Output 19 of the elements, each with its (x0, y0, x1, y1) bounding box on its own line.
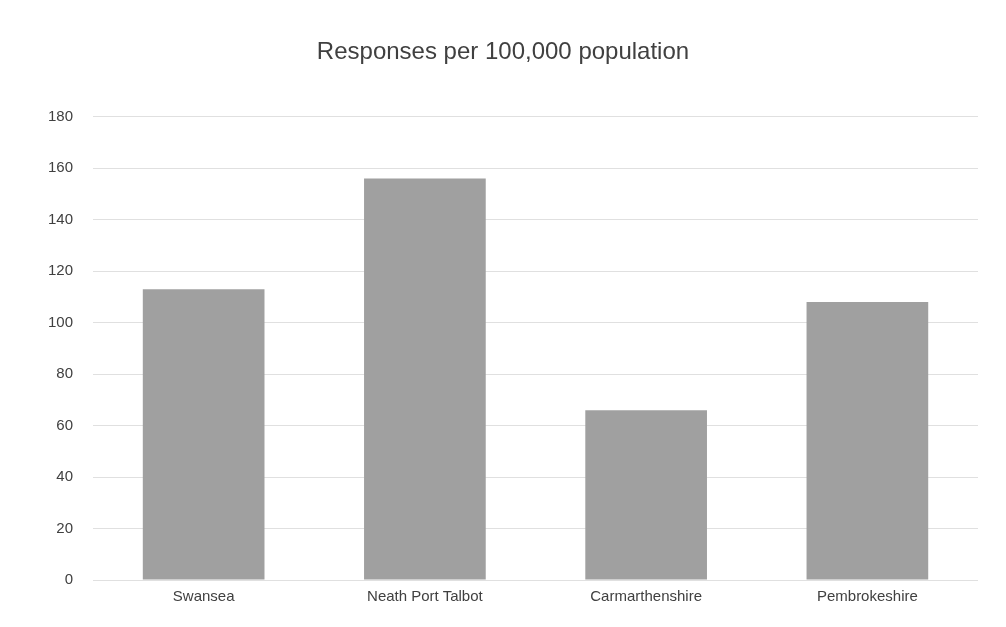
y-tick-label: 180 (48, 106, 74, 124)
y-tick-label: 60 (56, 415, 74, 433)
y-tick-label: 140 (48, 209, 74, 227)
y-tick-label: 20 (56, 518, 74, 536)
chart-title: Responses per 100,000 population (316, 37, 690, 65)
y-tick-label: 80 (56, 364, 74, 382)
y-tick-label: 0 (64, 570, 74, 588)
bar (585, 410, 707, 580)
x-tick-label: Swansea (172, 587, 236, 605)
bar (364, 178, 486, 580)
bar (806, 302, 929, 580)
bar (142, 289, 265, 580)
y-tick-label: 120 (48, 261, 74, 279)
y-tick-label: 160 (48, 158, 74, 176)
x-tick-label: Pembrokeshire (816, 587, 918, 605)
y-tick-label: 40 (56, 467, 74, 485)
x-tick-label: Carmarthenshire (590, 587, 702, 605)
x-tick-label: Neath Port Talbot (367, 587, 484, 605)
y-tick-label: 100 (48, 312, 74, 330)
